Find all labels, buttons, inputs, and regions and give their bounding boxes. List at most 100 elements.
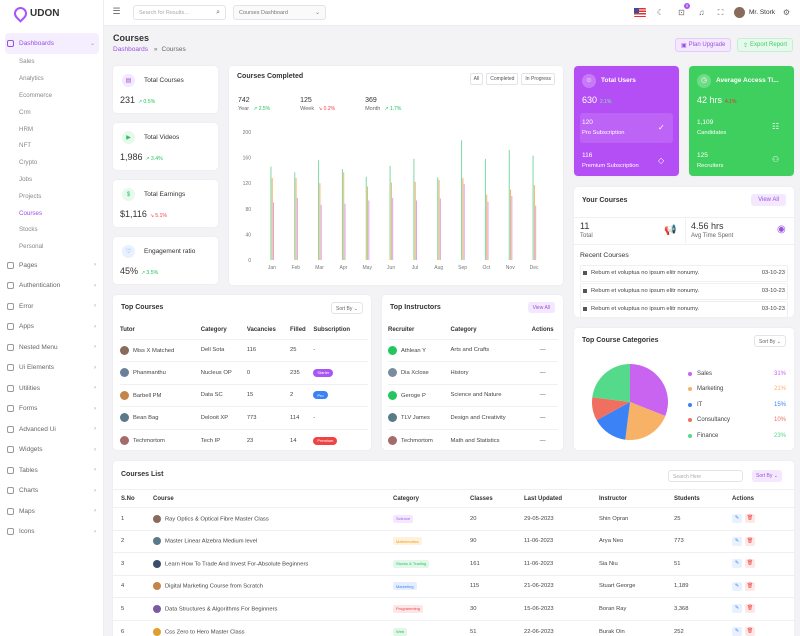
table-row[interactable]: Barbell PM Data SC 15 2 Pro xyxy=(120,383,368,407)
sidebar-subitem-projects[interactable]: Projects xyxy=(19,192,42,200)
pie-slice-it[interactable] xyxy=(596,402,630,440)
avatar[interactable] xyxy=(734,7,745,18)
table-row[interactable]: Dia Xclose History — xyxy=(388,361,558,384)
plan-upgrade-button[interactable]: ▣ Plan Upgrade xyxy=(675,38,732,52)
pie-slice-consultancy[interactable] xyxy=(592,397,630,421)
action-menu[interactable]: — xyxy=(527,361,558,384)
recent-course-item[interactable]: Rebum et voluptua no ipsum elitr nonumy.… xyxy=(580,301,788,318)
edit-icon[interactable]: ✎ xyxy=(732,559,742,569)
chart-bar[interactable] xyxy=(296,197,298,260)
top-courses-sort[interactable]: Sort By ⌄ xyxy=(331,302,363,314)
chart-bar[interactable] xyxy=(270,166,272,260)
sidebar-subitem-courses[interactable]: Courses xyxy=(19,209,43,217)
chart-bar[interactable] xyxy=(486,194,488,260)
sidebar-subitem-sales[interactable]: Sales xyxy=(19,58,35,66)
pie-slice-sales[interactable] xyxy=(630,364,668,416)
edit-icon[interactable]: ✎ xyxy=(732,514,742,524)
bell-icon[interactable]: ♫ xyxy=(698,8,705,17)
course-name[interactable]: Ray Optics & Optical Fibre Master Class xyxy=(165,516,269,523)
chart-bar[interactable] xyxy=(341,169,343,260)
cart-icon[interactable]: ⊡ 5 xyxy=(678,3,690,17)
breadcrumb-root[interactable]: Dashboards xyxy=(113,46,149,53)
chart-bar[interactable] xyxy=(344,203,346,260)
sidebar-item-dashboards[interactable]: Dashboards ⌄ xyxy=(5,33,99,54)
sidebar-item-error[interactable]: Error › xyxy=(0,296,104,317)
menu-toggle-icon[interactable]: ☰ xyxy=(112,6,121,16)
table-row[interactable]: Miss X Matched Dell Sota 116 25- xyxy=(120,338,368,362)
sidebar-item-widgets[interactable]: Widgets › xyxy=(0,440,104,461)
gear-icon[interactable]: ⚙ xyxy=(782,8,791,17)
sidebar-subitem-nft[interactable]: NFT xyxy=(19,142,32,150)
chart-bar[interactable] xyxy=(320,204,322,260)
delete-icon[interactable]: 🗑 xyxy=(745,581,755,591)
sidebar-item-maps[interactable]: Maps › xyxy=(0,501,104,522)
pie-slice-finance[interactable] xyxy=(592,364,630,402)
action-menu[interactable]: — xyxy=(527,406,558,429)
table-row[interactable]: Geroge P Science and Nature — xyxy=(388,383,558,407)
course-name[interactable]: Data Structures & Algorithms For Beginne… xyxy=(165,606,278,613)
delete-icon[interactable]: 🗑 xyxy=(745,627,755,636)
table-row[interactable]: Techmortom Tech IP 23 14 Premium xyxy=(120,428,368,452)
recent-course-item[interactable]: Rebum et voluptua no ipsum elitr nonumy.… xyxy=(580,283,788,300)
tab-in-progress[interactable]: In Progress xyxy=(521,73,555,85)
chart-bar[interactable] xyxy=(487,201,489,260)
edit-icon[interactable]: ✎ xyxy=(732,536,742,546)
chart-bar[interactable] xyxy=(462,178,464,260)
table-row[interactable]: 4 Digital Marketing Course from Scratch Ma… xyxy=(113,574,794,598)
action-menu[interactable]: — xyxy=(527,383,558,407)
chart-bar[interactable] xyxy=(389,165,391,260)
action-menu[interactable]: — xyxy=(527,428,558,452)
chart-bar[interactable] xyxy=(294,172,296,260)
delete-icon[interactable]: 🗑 xyxy=(745,514,755,524)
sidebar-item-tables[interactable]: Tables › xyxy=(0,460,104,481)
edit-icon[interactable]: ✎ xyxy=(732,581,742,591)
chart-bar[interactable] xyxy=(390,182,392,260)
table-row[interactable]: 5 Data Structures & Algorithms For Beginn… xyxy=(113,597,794,620)
chart-bar[interactable] xyxy=(437,177,439,260)
categories-sort[interactable]: Sort By ⌄ xyxy=(754,335,786,347)
user-name[interactable]: Mr. Stork xyxy=(749,9,776,16)
sidebar-item-forms[interactable]: Forms › xyxy=(0,399,104,420)
sidebar-subitem-ecommerce[interactable]: Ecommerce xyxy=(19,91,53,99)
chart-bar[interactable] xyxy=(319,183,321,260)
brand-logo[interactable]: UDON xyxy=(11,4,59,23)
dashboard-select[interactable]: Courses Dashboard ⌄ xyxy=(233,5,326,20)
sidebar-item-pages[interactable]: Pages › xyxy=(0,255,104,276)
table-row[interactable]: 2 Master Linear Alzebra Medium level Mathe… xyxy=(113,529,794,553)
instructors-view-all-button[interactable]: View All xyxy=(527,302,555,313)
fullscreen-icon[interactable]: ⛶ xyxy=(717,8,724,17)
chart-bar[interactable] xyxy=(461,140,463,260)
course-name[interactable]: Css Zero to Hero Master Class xyxy=(165,629,245,636)
table-row[interactable]: Techmortom Math and Statistics — xyxy=(388,428,558,452)
sidebar-item-icons[interactable]: Icons › xyxy=(0,522,104,543)
view-all-button[interactable]: View All xyxy=(751,194,786,206)
chart-bar[interactable] xyxy=(438,180,440,260)
sidebar-subitem-analytics[interactable]: Analytics xyxy=(19,75,44,83)
chart-bar[interactable] xyxy=(365,176,367,260)
chart-bar[interactable] xyxy=(533,185,535,260)
chart-bar[interactable] xyxy=(392,197,394,260)
table-row[interactable]: Phanmanthu Nucleus OP 0 235 Starter xyxy=(120,361,368,384)
sidebar-item-nested-menu[interactable]: Nested Menu › xyxy=(0,337,104,358)
chart-bar[interactable] xyxy=(510,189,512,260)
courses-search-input[interactable]: Search Here xyxy=(668,470,743,482)
chart-bar[interactable] xyxy=(508,149,510,260)
table-row[interactable]: TLV James Design and Creativity — xyxy=(388,406,558,429)
sidebar-subitem-personal[interactable]: Personal xyxy=(19,243,44,251)
table-row[interactable]: 1 Ray Optics & Optical Fibre Master Class… xyxy=(113,507,794,530)
pie-slice-marketing[interactable] xyxy=(625,402,666,440)
export-report-button[interactable]: ⇪ Export Report xyxy=(737,38,794,52)
sidebar-subitem-crm[interactable]: Crm xyxy=(19,108,31,116)
table-row[interactable]: Bean Bag Delooit XP 773 114- xyxy=(120,406,368,429)
chart-bar[interactable] xyxy=(271,178,273,260)
sidebar-subitem-hrm[interactable]: HRM xyxy=(19,125,34,133)
sidebar-subitem-jobs[interactable]: Jobs xyxy=(19,175,33,183)
chart-bar[interactable] xyxy=(532,155,534,260)
sidebar-item-authentication[interactable]: Authentication › xyxy=(0,276,104,297)
edit-icon[interactable]: ✎ xyxy=(732,604,742,614)
chart-bar[interactable] xyxy=(413,158,415,260)
edit-icon[interactable]: ✎ xyxy=(732,627,742,636)
course-name[interactable]: Digital Marketing Course from Scratch xyxy=(165,583,263,590)
chart-bar[interactable] xyxy=(484,158,486,260)
action-menu[interactable]: — xyxy=(527,338,558,362)
